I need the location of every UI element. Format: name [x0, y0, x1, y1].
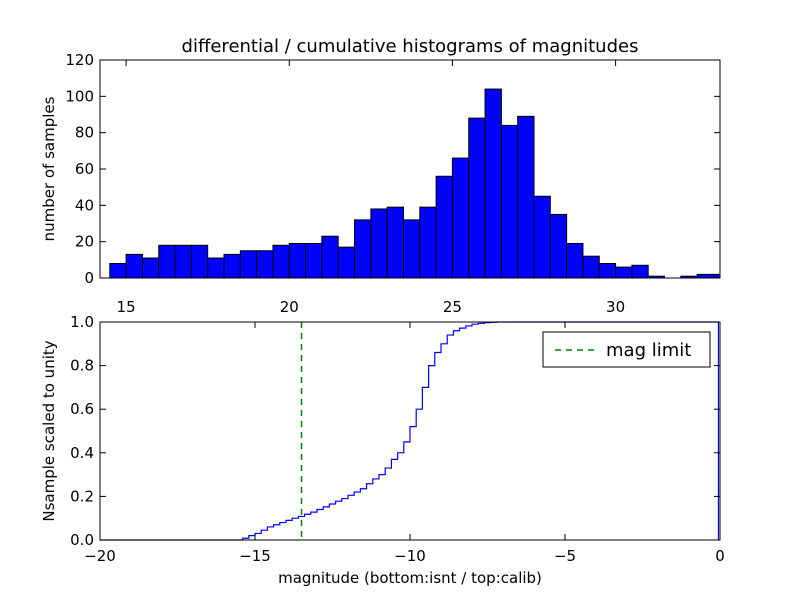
- cumulative-step-line: [100, 321, 719, 541]
- histogram-bar: [435, 175, 453, 279]
- y-tick-label: 0.0: [70, 531, 94, 549]
- histogram-bar: [158, 244, 176, 279]
- histogram-bar: [631, 264, 649, 279]
- x-tick-label: −5: [554, 547, 576, 565]
- histogram-bar: [207, 257, 225, 279]
- x-tick-label: −10: [394, 547, 426, 565]
- histogram-bar: [370, 208, 388, 279]
- legend-label-mag-limit: mag limit: [606, 340, 691, 361]
- histogram-bar: [386, 206, 404, 279]
- y-tick-label: 0.2: [70, 487, 94, 505]
- histogram-panel: differential / cumulative histograms of …: [40, 36, 721, 316]
- histogram-x-ticks: 15 20 25 30: [117, 60, 625, 316]
- y-tick-label: 60: [75, 160, 94, 178]
- histogram-bar: [337, 246, 356, 279]
- histogram-bar: [598, 262, 617, 279]
- x-tick-label: 20: [280, 298, 299, 316]
- y-tick-label: 80: [75, 124, 94, 142]
- cumulative-y-label: Nsample scaled to unity: [40, 340, 58, 521]
- cumulative-plot-area: [100, 321, 720, 541]
- histogram-bars: [109, 88, 721, 279]
- histogram-bar: [174, 244, 192, 279]
- histogram-bar: [272, 244, 290, 279]
- y-tick-label: 0.8: [70, 357, 94, 375]
- histogram-bar: [141, 257, 160, 279]
- histogram-bar: [125, 253, 143, 279]
- y-tick-label: 20: [75, 233, 94, 251]
- y-tick-label: 1.0: [70, 313, 94, 331]
- histogram-bar: [288, 242, 307, 279]
- histogram-bar: [696, 273, 714, 279]
- histogram-bar: [566, 242, 584, 279]
- histogram-bar: [402, 219, 421, 279]
- cumulative-x-label: magnitude (bottom:isnt / top:calib): [278, 569, 542, 587]
- legend: mag limit: [542, 331, 711, 368]
- histogram-bar: [484, 88, 502, 279]
- cumulative-y-ticks: 0.0 0.2 0.4 0.6 0.8 1.0: [70, 313, 720, 549]
- histogram-bar: [239, 250, 258, 279]
- histogram-bar: [533, 195, 551, 279]
- chart-title: differential / cumulative histograms of …: [182, 36, 639, 57]
- histogram-bar: [615, 266, 633, 279]
- histogram-bar: [517, 115, 535, 279]
- x-tick-label: 25: [443, 298, 462, 316]
- y-tick-label: 40: [75, 196, 94, 214]
- histogram-bar: [190, 244, 209, 279]
- histogram-bar: [451, 157, 470, 279]
- y-tick-label: 0.4: [70, 444, 94, 462]
- cumulative-x-ticks: −20 −15 −10 −5 0: [84, 322, 725, 565]
- x-tick-label: −15: [239, 547, 271, 565]
- histogram-bar: [419, 206, 437, 279]
- cumulative-panel: −20 −15 −10 −5 0 0.0 0.2 0.4 0.6 0.8 1.0 Nsample …: [40, 313, 725, 587]
- histogram-bar: [305, 242, 323, 279]
- histogram-bar: [549, 213, 568, 279]
- y-tick-label: 0.6: [70, 400, 94, 418]
- x-tick-label: 15: [117, 298, 136, 316]
- histogram-bar: [109, 262, 127, 279]
- y-tick-label: 100: [65, 87, 94, 105]
- x-tick-label: 0: [715, 547, 725, 565]
- histogram-bar: [500, 124, 519, 279]
- histogram-bar: [354, 219, 372, 279]
- histogram-bar: [468, 117, 486, 279]
- x-tick-label: −20: [84, 547, 116, 565]
- histogram-bar: [223, 253, 241, 279]
- y-tick-label: 120: [65, 51, 94, 69]
- histogram-bar: [712, 273, 721, 279]
- histogram-bar: [256, 250, 274, 279]
- histogram-y-ticks: 0 20 40 60 80 100 120: [65, 51, 720, 287]
- histogram-bar: [582, 255, 600, 279]
- y-tick-label: 0: [84, 269, 94, 287]
- histogram-y-label: number of samples: [40, 96, 58, 241]
- x-tick-label: 30: [606, 298, 625, 316]
- histogram-bar: [321, 235, 339, 279]
